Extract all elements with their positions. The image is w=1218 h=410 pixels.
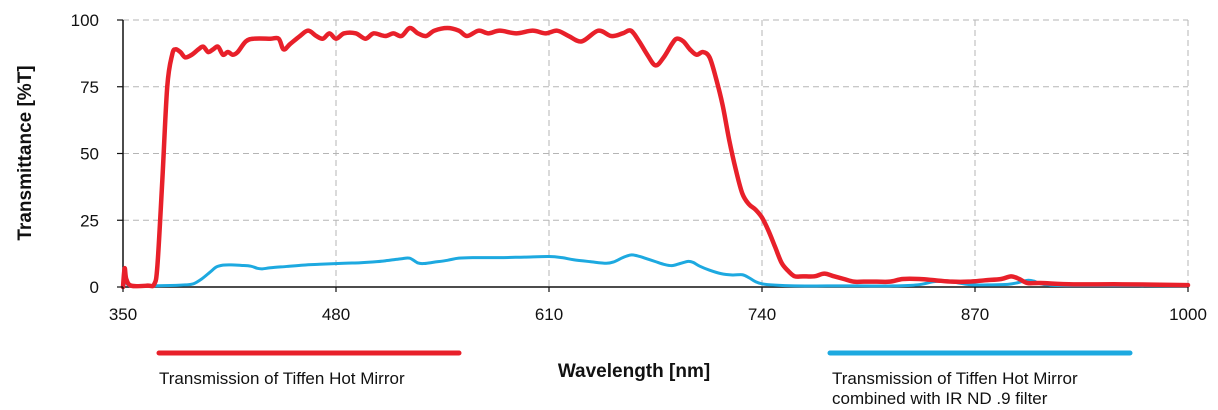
x-tick-label: 350 <box>109 305 137 324</box>
y-axis-title: Transmittance [%T] <box>15 65 36 240</box>
series-line-hot-mirror <box>120 25 1191 290</box>
legend: Transmission of Tiffen Hot Mirror Transm… <box>156 350 1133 408</box>
y-tick-label: 25 <box>80 211 99 230</box>
x-axis-title: Wavelength [nm] <box>558 361 710 382</box>
x-tick-label: 870 <box>961 305 989 324</box>
series-lines <box>120 25 1191 290</box>
y-tick-label: 75 <box>80 78 99 97</box>
x-tick-label: 740 <box>748 305 776 324</box>
legend-label-hot-mirror-ir-nd: Transmission of Tiffen Hot Mirror combin… <box>832 369 1082 408</box>
x-tick-label: 480 <box>322 305 350 324</box>
y-tick-label: 50 <box>80 145 99 164</box>
x-tick-label: 1000 <box>1169 305 1207 324</box>
y-tick-label: 0 <box>90 278 99 297</box>
x-tick-label: 610 <box>535 305 563 324</box>
legend-label-hot-mirror: Transmission of Tiffen Hot Mirror <box>159 369 405 388</box>
grid-lines <box>123 19 1189 287</box>
y-tick-label: 100 <box>71 11 99 30</box>
tick-labels: 350 480 610 740 870 1000 0 25 50 75 100 <box>71 11 1207 324</box>
legend-label-hot-mirror-ir-nd-line-2: combined with IR ND .9 filter <box>832 389 1048 408</box>
legend-label-hot-mirror-ir-nd-line-1: Transmission of Tiffen Hot Mirror <box>832 369 1078 388</box>
